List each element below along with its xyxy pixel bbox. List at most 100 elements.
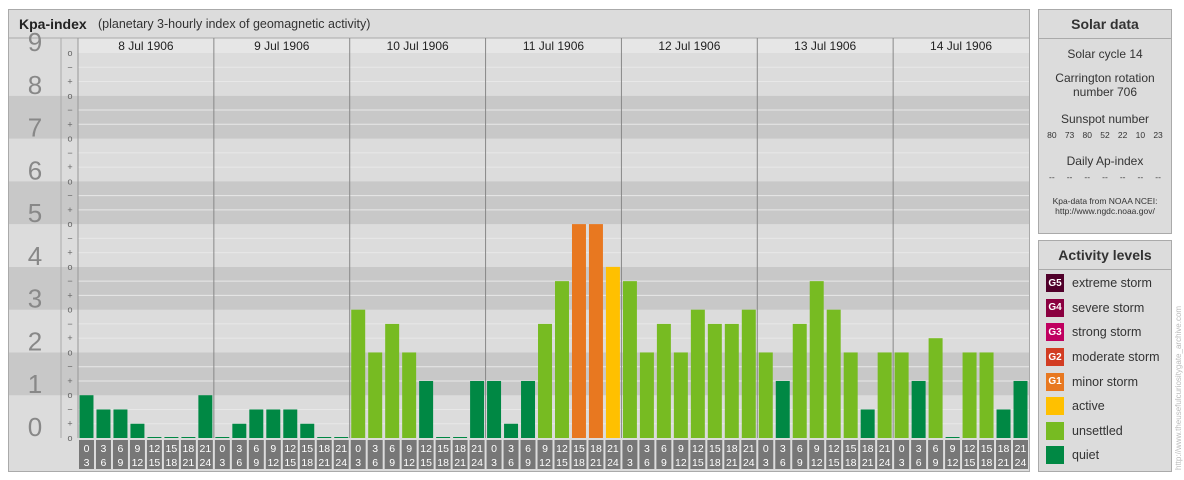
interval-end-label: 6 — [644, 457, 650, 469]
interval-box — [418, 440, 434, 469]
interval-start-label: 15 — [166, 443, 178, 455]
legend-label: strong storm — [1072, 325, 1142, 340]
legend-swatch — [1046, 421, 1064, 440]
sunspot-value: 23 — [1153, 130, 1163, 140]
kp-bar — [436, 437, 451, 438]
interval-end-label: 24 — [335, 457, 347, 469]
y-tick-label: 6 — [28, 155, 42, 185]
interval-start-label: 6 — [253, 443, 259, 455]
interval-box — [809, 440, 825, 469]
interval-box — [928, 440, 944, 469]
interval-start-label: 12 — [828, 443, 840, 455]
interval-start-label: 0 — [627, 443, 633, 455]
date-header-strip — [78, 38, 1029, 53]
interval-end-label: 9 — [389, 457, 395, 469]
interval-start-label: 18 — [590, 443, 602, 455]
y-tick-label: 0 — [28, 412, 42, 442]
interval-end-label: 18 — [573, 457, 585, 469]
interval-end-label: 12 — [267, 457, 279, 469]
interval-end-label: 12 — [132, 457, 144, 469]
interval-start-label: 3 — [236, 443, 242, 455]
interval-start-label: 21 — [1015, 443, 1027, 455]
chart-title: Kpa-index — [19, 16, 87, 32]
interval-box — [622, 440, 638, 469]
interval-box — [146, 440, 162, 469]
y-minor-mark: o — [67, 219, 72, 229]
y-tick-label: 5 — [28, 198, 42, 228]
interval-box — [350, 440, 366, 469]
legend-label: minor storm — [1072, 374, 1138, 389]
interval-start-label: 21 — [879, 443, 891, 455]
kp-bar — [232, 423, 247, 438]
interval-end-label: 12 — [675, 457, 687, 469]
kp-bar — [317, 437, 332, 438]
interval-box — [826, 440, 842, 469]
ap-value: -- — [1102, 172, 1108, 182]
interval-end-label: 12 — [947, 457, 959, 469]
interval-end-label: 6 — [372, 457, 378, 469]
y-minor-mark: o — [67, 262, 72, 272]
interval-start-label: 12 — [420, 443, 432, 455]
day-label: 10 Jul 1906 — [387, 39, 449, 53]
y-minor-mark: + — [67, 376, 72, 386]
kp-bar — [130, 423, 145, 438]
ap-value: -- — [1155, 172, 1161, 182]
legend-label: unsettled — [1072, 423, 1123, 438]
kp-bar — [724, 323, 739, 438]
interval-box — [333, 440, 349, 469]
interval-box — [877, 440, 893, 469]
interval-box — [79, 440, 94, 469]
kp-bar — [622, 281, 637, 438]
interval-end-label: 24 — [471, 457, 483, 469]
interval-start-label: 3 — [780, 443, 786, 455]
interval-box — [469, 440, 485, 469]
interval-start-label: 3 — [101, 443, 107, 455]
interval-start-label: 15 — [437, 443, 449, 455]
interval-box — [265, 440, 281, 469]
y-minor-mark: + — [67, 77, 72, 87]
interval-box — [95, 440, 111, 469]
interval-box — [707, 440, 723, 469]
interval-start-label: 18 — [998, 443, 1010, 455]
interval-box — [486, 440, 502, 469]
sunspot-value: 10 — [1135, 130, 1146, 140]
interval-end-label: 15 — [964, 457, 976, 469]
kp-bar — [911, 380, 926, 438]
interval-box — [860, 440, 876, 469]
kp-bar — [198, 395, 213, 438]
y-minor-mark: + — [67, 333, 72, 343]
interval-end-label: 21 — [183, 457, 195, 469]
band-3 — [9, 266, 1029, 310]
interval-end-label: 21 — [590, 457, 602, 469]
interval-end-label: 6 — [101, 457, 107, 469]
interval-end-label: 21 — [454, 457, 466, 469]
interval-box — [724, 440, 740, 469]
interval-end-label: 9 — [933, 457, 939, 469]
interval-box — [316, 440, 332, 469]
interval-box — [282, 440, 298, 469]
interval-start-label: 15 — [301, 443, 313, 455]
interval-end-label: 3 — [355, 457, 361, 469]
kp-bar — [809, 281, 824, 438]
interval-start-label: 12 — [964, 443, 976, 455]
legend-label: active — [1072, 399, 1105, 414]
legend-item: active — [1039, 394, 1171, 419]
kp-bar — [164, 437, 179, 438]
interval-box — [537, 440, 553, 469]
y-minor-mark: o — [67, 433, 72, 443]
day-label: 12 Jul 1906 — [658, 39, 720, 53]
interval-end-label: 9 — [797, 457, 803, 469]
interval-end-label: 24 — [607, 457, 619, 469]
kp-bar — [843, 352, 858, 438]
kp-bar — [402, 352, 417, 438]
interval-end-label: 18 — [301, 457, 313, 469]
legend-swatch: G3 — [1046, 323, 1064, 342]
y-tick-label: 2 — [28, 326, 42, 356]
y-minor-mark: − — [67, 233, 72, 243]
band-1 — [9, 352, 1029, 396]
activity-levels-title: Activity levels — [1039, 241, 1171, 270]
sunspot-value: 22 — [1117, 130, 1128, 140]
interval-start-label: 18 — [454, 443, 466, 455]
day-label: 9 Jul 1906 — [254, 39, 310, 53]
source-line2: http://www.ngdc.noaa.gov/ — [1055, 206, 1155, 216]
